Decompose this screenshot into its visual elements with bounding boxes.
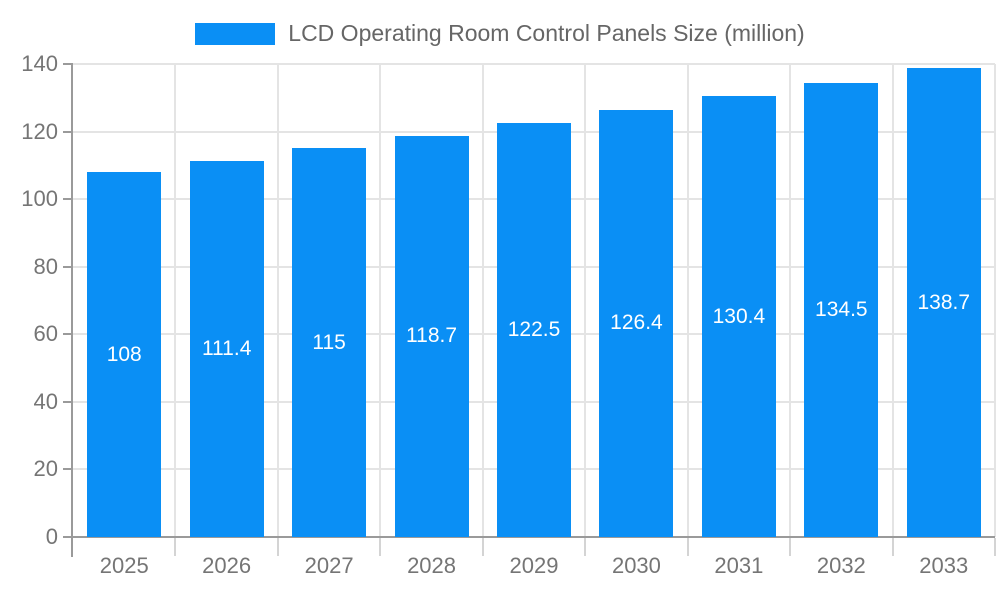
- bar: [804, 82, 879, 537]
- y-axis-label: 140: [21, 51, 58, 76]
- x-axis-line: [71, 536, 995, 538]
- x-gridline: [994, 64, 996, 537]
- y-gridline: [73, 63, 995, 65]
- x-axis-tick: [789, 538, 792, 556]
- legend-label: LCD Operating Room Control Panels Size (…: [288, 20, 805, 46]
- bar-value-label: 118.7: [406, 324, 458, 348]
- x-axis-tick: [584, 538, 587, 556]
- x-gridline: [174, 64, 177, 537]
- x-axis-label: 2026: [202, 553, 252, 578]
- bar-value-label: 111.4: [201, 336, 252, 360]
- y-axis-label: 40: [33, 388, 58, 414]
- x-axis-label: 2032: [816, 553, 866, 578]
- bar: [497, 123, 571, 537]
- bar-value-label: 108: [106, 342, 142, 366]
- x-gridline: [584, 64, 587, 537]
- y-axis-label: 100: [21, 186, 58, 212]
- legend-swatch: [195, 22, 276, 45]
- x-gridline: [789, 64, 792, 537]
- y-axis-tick: [63, 130, 73, 133]
- x-gridline: [481, 64, 484, 537]
- x-gridline: [891, 64, 894, 537]
- x-axis-label: 2031: [714, 553, 764, 578]
- x-axis-tick: [994, 538, 996, 556]
- x-axis-tick: [276, 538, 279, 556]
- x-axis-label: 2027: [304, 553, 354, 578]
- bar-value-label: 130.4: [712, 304, 766, 328]
- x-axis-tick: [686, 538, 689, 556]
- x-gridline: [379, 64, 382, 537]
- x-axis-tick: [379, 538, 382, 556]
- x-axis-tick: [481, 538, 484, 556]
- bar-value-label: 126.4: [610, 311, 663, 335]
- bar-value-label: 122.5: [507, 318, 561, 342]
- bar: [87, 172, 162, 537]
- y-axis-label: 120: [21, 118, 58, 144]
- y-axis-label: 0: [45, 524, 58, 549]
- x-axis-tick: [891, 538, 894, 556]
- bar: [292, 148, 367, 537]
- y-axis-tick: [63, 198, 73, 201]
- x-axis-tick: [174, 538, 177, 556]
- x-axis-label: 2030: [611, 553, 661, 578]
- bar-value-label: 115: [312, 330, 346, 354]
- bar: [599, 109, 674, 537]
- y-axis-label: 80: [33, 253, 58, 279]
- y-axis-label: 20: [33, 456, 58, 482]
- y-axis-line: [71, 64, 73, 557]
- x-axis-label: 2033: [919, 553, 969, 578]
- bar: [906, 68, 981, 537]
- y-axis-tick: [63, 265, 73, 268]
- y-axis-tick: [63, 536, 73, 538]
- y-axis-tick: [63, 333, 73, 336]
- y-axis-tick: [63, 468, 73, 471]
- x-gridline: [276, 64, 279, 537]
- bar-value-label: 138.7: [917, 290, 971, 314]
- chart-legend: LCD Operating Room Control Panels Size (…: [0, 20, 1000, 47]
- x-axis-label: 2025: [99, 553, 149, 578]
- x-axis-label: 2028: [407, 553, 457, 578]
- x-axis-label: 2029: [509, 553, 559, 578]
- x-gridline: [686, 64, 689, 537]
- bar: [701, 96, 776, 537]
- y-axis-tick: [63, 400, 73, 403]
- bar-value-label: 134.5: [815, 297, 868, 321]
- y-axis-label: 60: [33, 321, 58, 347]
- y-axis-tick: [63, 63, 73, 65]
- bar: [394, 135, 469, 537]
- bar: [189, 160, 264, 537]
